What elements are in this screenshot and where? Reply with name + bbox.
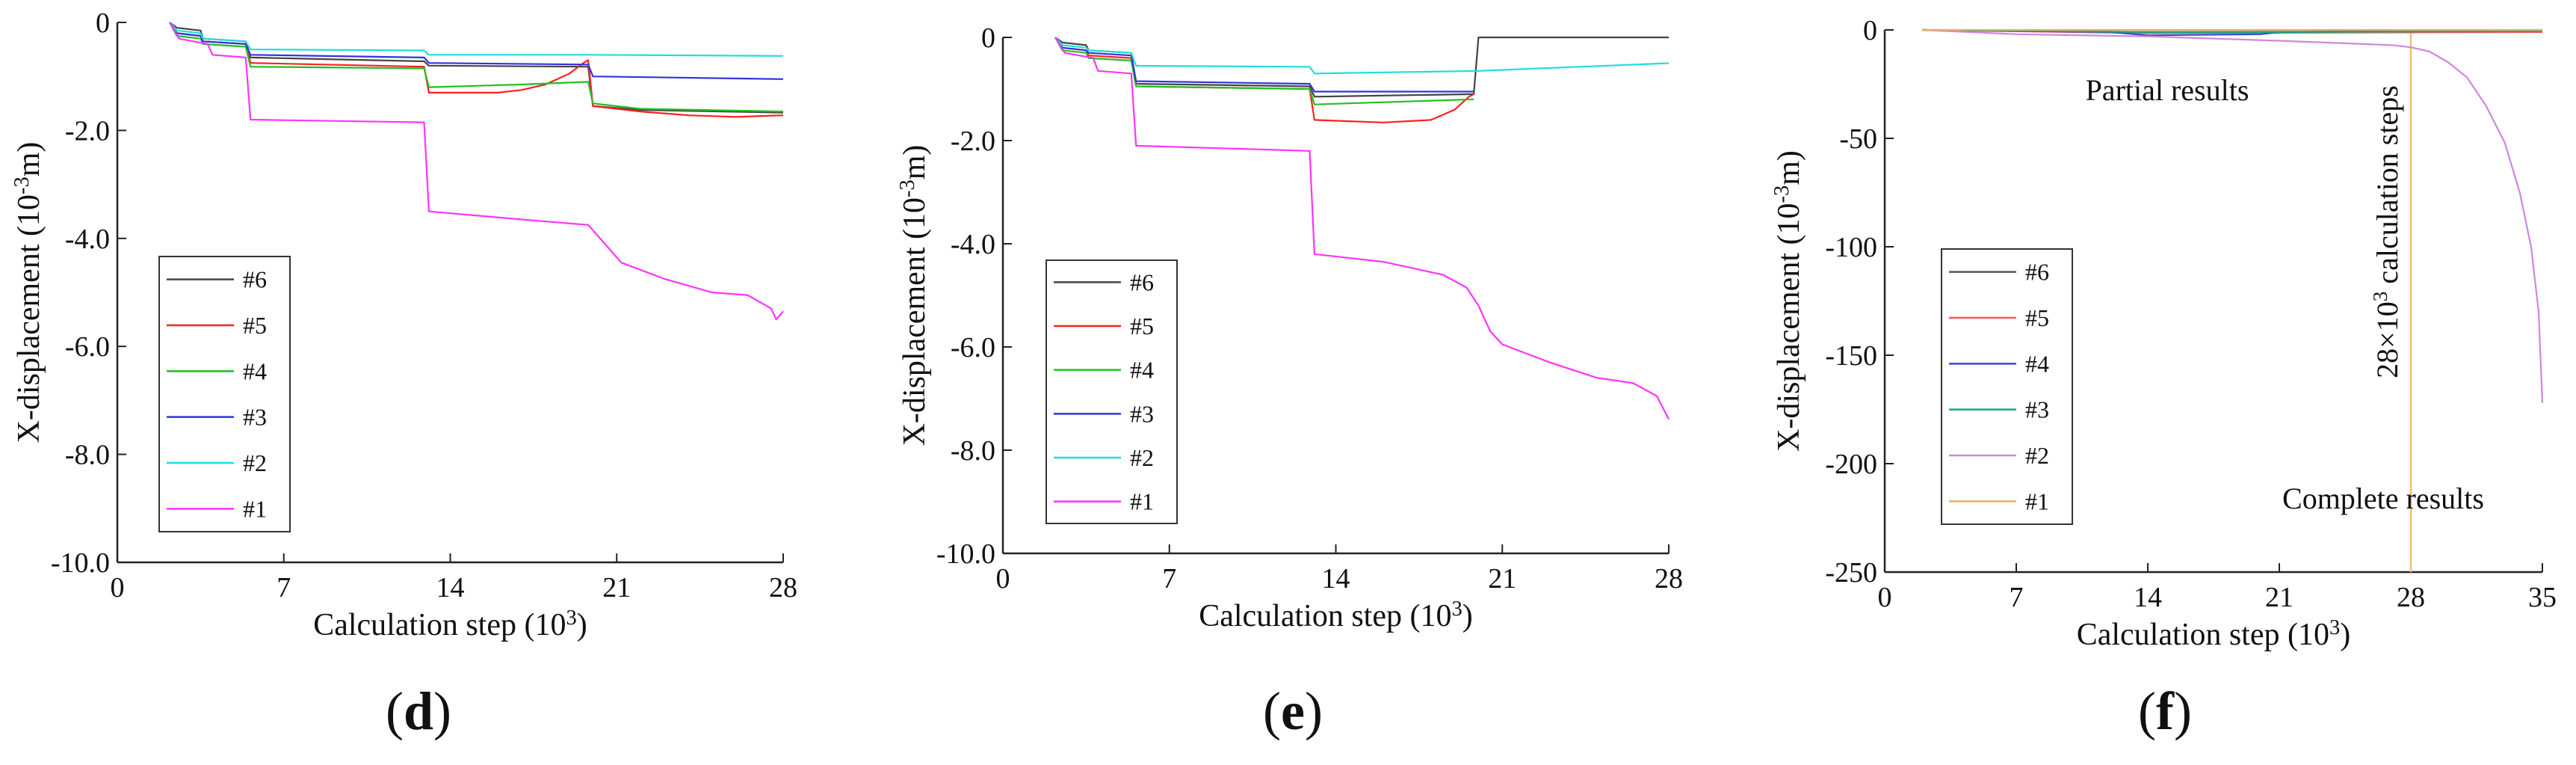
y-axis-label: X-displacement (10-3m) [896, 145, 932, 446]
legend-label: #3 [243, 404, 267, 431]
y-tick-label: 0 [96, 7, 110, 39]
y-tick-label: -4.0 [65, 224, 110, 255]
annotation-calculation-steps: 28×103 calculation steps [2369, 85, 2404, 378]
legend-label: #5 [2025, 304, 2049, 331]
series-line-n4 [1054, 37, 1474, 105]
x-axis-label: Calculation step (103) [2077, 616, 2351, 652]
y-tick-label: -8.0 [951, 435, 995, 467]
legend-label: #1 [2025, 488, 2049, 514]
x-tick-label: 0 [111, 572, 125, 603]
x-tick-label: 35 [2528, 582, 2557, 613]
x-tick-label: 14 [436, 572, 465, 603]
legend: #6 #5 #4 #3 #2 #1 [1941, 248, 2073, 525]
legend-label: #4 [243, 357, 267, 384]
x-tick-label: 7 [277, 572, 291, 603]
y-tick-label: -2.0 [951, 126, 995, 157]
y-tick-label: -10.0 [51, 547, 110, 579]
y-tick-label: 0 [981, 22, 995, 54]
chart-panel-f: 0 7 14 21 28 35 0 -50 -100 -150 -200 -250 Calculatio… [1770, 15, 2557, 741]
x-tick-label: 7 [1162, 563, 1176, 595]
x-axis-label: Calculation step (103) [1199, 597, 1473, 633]
legend-label: #2 [1130, 444, 1154, 471]
series-line-n3 [1054, 37, 1474, 93]
legend-label: #1 [243, 495, 267, 522]
legend-label: #4 [2025, 350, 2049, 377]
series-line-n2 [1054, 37, 1670, 75]
panel-letter: (d) [386, 681, 451, 741]
panel-letter: (f) [2138, 681, 2192, 741]
legend-box [1941, 248, 2073, 525]
x-axis-label: Calculation step (103) [313, 606, 587, 642]
x-tick-label: 14 [1322, 563, 1350, 595]
legend-label: #6 [2025, 259, 2049, 286]
series-line-n5 [169, 22, 784, 118]
x-tick-label: 7 [2010, 582, 2024, 613]
y-tick-label: -50 [1839, 123, 1877, 155]
y-tick-label: -100 [1825, 232, 1877, 263]
legend-label: #2 [2025, 442, 2049, 469]
x-tick-label: 0 [996, 563, 1010, 595]
y-tick-label: -4.0 [951, 229, 995, 260]
y-tick-label: -8.0 [65, 440, 110, 471]
x-tick-label: 14 [2134, 582, 2162, 613]
y-tick-label: -250 [1825, 557, 1877, 589]
legend-label: #3 [2025, 396, 2049, 423]
series-line-n3 [1922, 28, 2543, 33]
legend-label: #6 [243, 266, 267, 293]
y-tick-label: 0 [1863, 15, 1877, 46]
y-axis-label: X-displacement (10-3m) [10, 142, 46, 443]
chart-panel-d: 0 7 14 21 28 0 -2.0 -4.0 -6.0 -8.0 -10.0 Calculatio… [10, 7, 797, 741]
legend: #6 #5 #4 #3 #2 #1 [158, 256, 291, 532]
x-tick-label: 21 [602, 572, 631, 603]
y-axis-label: X-displacement (10-3m) [1770, 150, 1806, 452]
panel-letter: (e) [1263, 681, 1323, 741]
series-line-n5 [1054, 37, 1474, 123]
series-line-n1 [1054, 37, 1670, 420]
legend-box [1045, 259, 1178, 524]
legend: #6 #5 #4 #3 #2 #1 [1045, 259, 1178, 524]
series-line-n3 [169, 22, 784, 80]
x-tick-label: 0 [1878, 582, 1892, 613]
annotation-partial-results: Partial results [2086, 73, 2249, 107]
legend-label: #3 [1130, 400, 1154, 427]
legend-label: #5 [243, 312, 267, 339]
annotation-complete-results: Complete results [2282, 482, 2484, 515]
y-tick-label: -150 [1825, 340, 1877, 372]
legend-label: #4 [1130, 357, 1154, 384]
series-line-n4 [169, 22, 784, 113]
y-tick-label: -10.0 [936, 538, 995, 570]
y-tick-label: -6.0 [65, 331, 110, 363]
x-tick-label: 21 [2265, 582, 2294, 613]
series-line-n1 [169, 22, 784, 321]
series-line-n2 [169, 22, 784, 57]
y-tick-label: -200 [1825, 449, 1877, 480]
chart-panel-e: 0 7 14 21 28 0 -2.0 -4.0 -6.0 -8.0 -10.0 Calculatio… [896, 22, 1683, 741]
x-tick-label: 28 [1655, 563, 1683, 595]
y-tick-label: -6.0 [951, 332, 995, 363]
series-line-n2 [1922, 28, 2544, 403]
y-tick-label: -2.0 [65, 115, 110, 147]
x-tick-label: 28 [2397, 582, 2425, 613]
legend-label: #1 [1130, 488, 1154, 515]
x-tick-label: 21 [1488, 563, 1516, 595]
legend-box [158, 256, 291, 532]
legend-label: #6 [1130, 268, 1154, 295]
x-tick-label: 28 [769, 572, 797, 603]
legend-label: #5 [1130, 313, 1154, 340]
legend-label: #2 [243, 449, 267, 476]
